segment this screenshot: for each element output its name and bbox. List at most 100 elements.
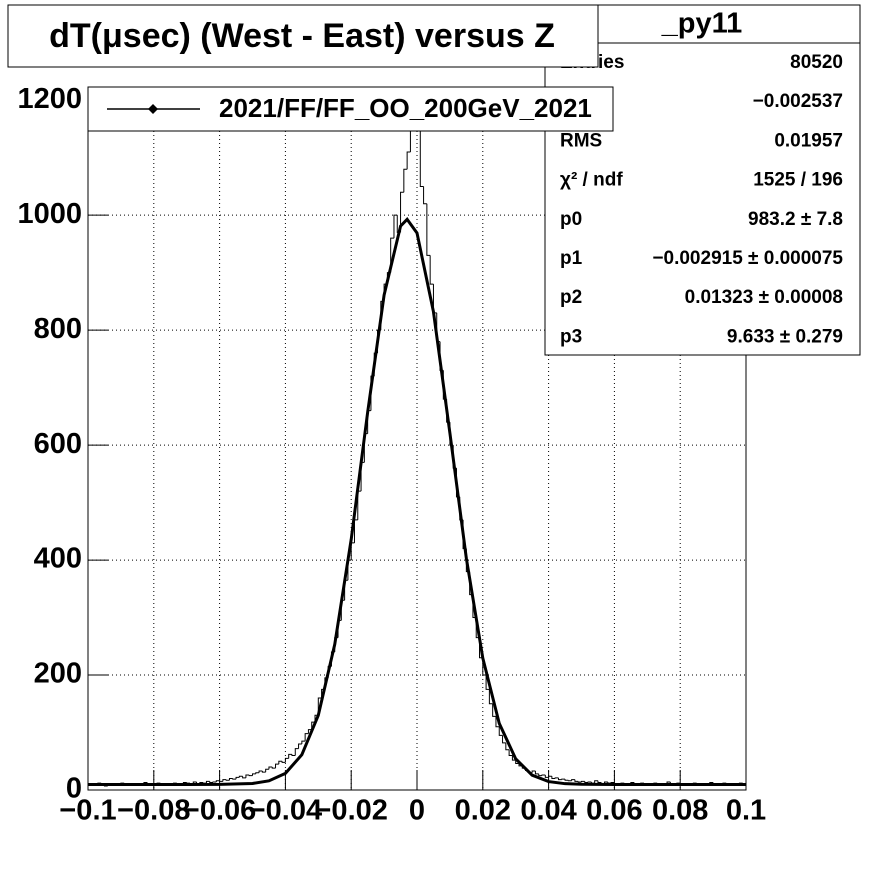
- histogram-bin: [423, 186, 427, 205]
- histogram-bin: [228, 778, 233, 781]
- histogram-bin: [571, 779, 575, 781]
- stats-value: 80520: [790, 52, 843, 73]
- stats-label: p3: [560, 326, 582, 347]
- histogram-bin: [597, 780, 602, 784]
- histogram-bin: [584, 781, 589, 784]
- histogram-bin: [551, 776, 556, 780]
- histogram-bin: [205, 780, 210, 784]
- stats-value: 0.01323 ± 0.00008: [685, 287, 843, 308]
- histogram-bin: [275, 763, 279, 769]
- stats-value: 983.2 ± 7.8: [748, 209, 843, 230]
- histogram-bin: [232, 778, 237, 780]
- stats-value: −0.002537: [753, 91, 843, 112]
- histogram-bin: [502, 735, 506, 744]
- axes: −0.1 −0.08−0.06−0.04−0.02 0 0.02 0.04 0.06 0.0…: [17, 83, 766, 827]
- histogram-bin: [298, 743, 302, 749]
- histogram-bin: [492, 703, 496, 717]
- histogram-bin: [541, 774, 546, 776]
- histogram-bin: [587, 781, 592, 783]
- histogram-bin: [581, 780, 585, 782]
- histogram-bin: [255, 772, 260, 774]
- stats-label: RMS: [560, 130, 602, 151]
- histogram-bin: [538, 773, 543, 777]
- histogram-bin: [215, 780, 220, 782]
- stats-value: 1525 / 196: [753, 170, 843, 191]
- histogram-bin: [515, 760, 519, 765]
- histogram-bin: [278, 760, 283, 765]
- fit-curve: [88, 216, 746, 786]
- x-tick-label: −0.06: [183, 795, 256, 827]
- histogram-bin: [429, 255, 434, 285]
- histogram-bin: [406, 151, 411, 170]
- histogram-bin: [574, 779, 579, 782]
- histogram-bin: [557, 777, 562, 781]
- histogram-bin: [508, 749, 513, 757]
- x-tick-label: 0.06: [586, 795, 642, 827]
- histogram-bin: [531, 770, 536, 773]
- y-tick-label: 600: [34, 428, 82, 460]
- histogram-bin: [304, 733, 309, 742]
- title-box: [7, 4, 599, 68]
- stats-value: −0.002915 ± 0.000075: [652, 248, 843, 269]
- y-tick-label: 1000: [17, 198, 82, 230]
- x-tick-label: 0.04: [520, 795, 576, 827]
- x-tick-label: −0.02: [315, 795, 388, 827]
- histogram-bin: [271, 767, 276, 769]
- stats-label: χ² / ndf: [560, 170, 623, 191]
- histogram-bin: [393, 214, 398, 239]
- histogram-bin: [485, 675, 490, 690]
- histogram-bin: [281, 761, 286, 763]
- histogram-bin: [567, 780, 572, 782]
- x-tick-label: 0.1: [726, 795, 766, 827]
- histogram-bin: [252, 773, 256, 776]
- histogram-bin: [225, 779, 230, 781]
- stats-value: 0.01957: [774, 130, 843, 151]
- histogram-bin: [488, 689, 493, 705]
- histogram-bin: [294, 748, 299, 756]
- histogram-bin: [284, 757, 289, 763]
- stats-title: _py11: [661, 8, 743, 40]
- plot-area: [88, 87, 746, 787]
- histogram-bin: [261, 771, 266, 773]
- y-tick-label: 800: [34, 313, 82, 345]
- histogram-bin: [505, 742, 510, 751]
- legend: 2021/FF/FF_OO_200GeV_2021: [87, 86, 614, 132]
- histogram-bin: [235, 776, 240, 780]
- histogram-bin: [209, 781, 214, 784]
- histogram-bin: [307, 729, 312, 734]
- histogram-bin: [212, 781, 217, 783]
- histogram-bin: [495, 716, 500, 728]
- histogram-bin: [245, 774, 250, 778]
- x-tick-label: −0.08: [117, 795, 190, 827]
- y-tick-label: 400: [34, 543, 82, 575]
- stats-label: p2: [560, 287, 582, 308]
- y-tick-label: 200: [34, 658, 82, 690]
- histogram-bin: [498, 726, 503, 736]
- y-tick-label: 1200: [17, 83, 82, 115]
- x-tick-label: 0.08: [652, 795, 708, 827]
- legend-marker: [148, 104, 158, 114]
- histogram-bin: [301, 740, 306, 745]
- y-tick-label: 0: [66, 773, 82, 805]
- histogram-bin: [561, 778, 566, 780]
- histogram-bin: [222, 779, 227, 782]
- histogram-bin: [403, 168, 408, 193]
- histogram-bin: [238, 775, 243, 778]
- chart-title: dT(μsec) (West - East) versus Z: [49, 17, 555, 55]
- legend-label: 2021/FF/FF_OO_200GeV_2021: [219, 93, 592, 123]
- stats-value: 9.633 ± 0.279: [727, 326, 843, 347]
- histogram-bin: [564, 779, 569, 781]
- histogram-bin: [291, 754, 296, 757]
- x-tick-label: −0.04: [249, 795, 322, 827]
- histogram-bin: [511, 755, 516, 761]
- histogram-bin: [534, 771, 539, 775]
- histogram-bin: [610, 782, 615, 784]
- histogram-bin: [577, 781, 582, 783]
- histogram-bin: [594, 780, 598, 784]
- histogram-bin: [400, 191, 404, 233]
- histogram-bin: [268, 766, 273, 770]
- histogram-bin: [265, 768, 269, 773]
- x-tick-label: 0: [409, 795, 425, 827]
- stats-label: p0: [560, 209, 582, 230]
